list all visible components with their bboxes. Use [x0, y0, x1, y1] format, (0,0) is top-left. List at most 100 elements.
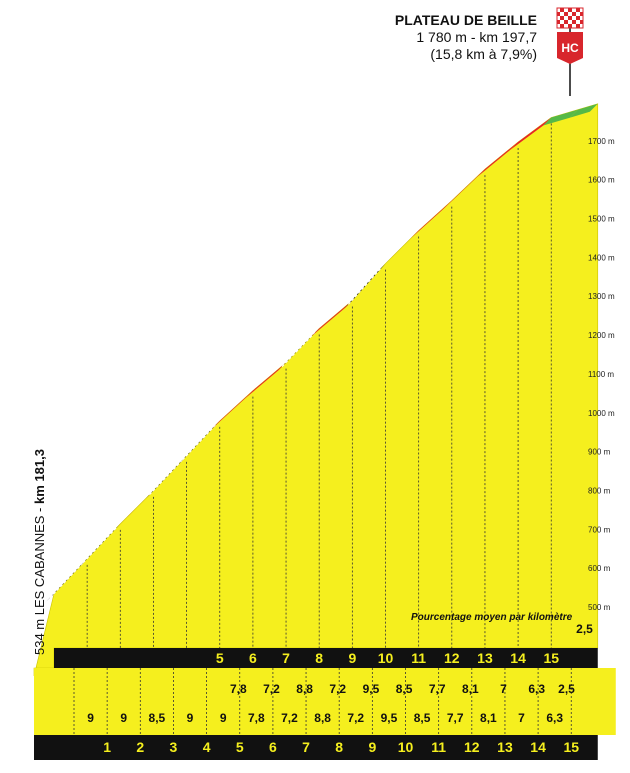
category-label: HC [561, 41, 579, 55]
gradient-ribbon [46, 103, 598, 602]
grade-label-upper: 7,7 [429, 682, 446, 696]
altitude-tick-label: 1000 m [588, 409, 615, 418]
grade-label-upper: 7 [500, 682, 507, 696]
grade-label-upper: 7,8 [230, 682, 247, 696]
grade-label-upper: 2,5 [558, 682, 575, 696]
grade-segment [543, 109, 578, 126]
altitude-tick-label: 1300 m [588, 292, 615, 301]
grade-segment-dash [49, 562, 84, 599]
summit-climb-stats: (15,8 km à 7,9%) [430, 46, 537, 62]
altitude-tick-labels: 500 m 600 m 700 m 800 m 900 m 1000 m 1100 m 120… [588, 137, 615, 612]
grade-label: 9 [120, 711, 127, 725]
km-tick-label: 11 [431, 739, 446, 755]
altitude-tick-label: 1400 m [588, 253, 615, 262]
altitude-tick-label: 1500 m [588, 215, 615, 224]
grade-label: 6,3 [546, 711, 563, 725]
grade-label: 9,5 [381, 711, 398, 725]
grade-label: 8,5 [414, 711, 431, 725]
km-tick-labels: 1 2 3 4 5 6 7 8 9 10 11 12 13 14 155 6 7 8 9 10 11 12 13 14 15 [103, 650, 579, 755]
km-tick-label: 14 [530, 739, 546, 755]
km-band-top [54, 648, 598, 668]
km-tick-label-upper: 15 [543, 650, 559, 666]
km-tick-label-upper: 6 [249, 650, 257, 666]
grade-segment-dash [149, 459, 183, 496]
axis-bands [34, 648, 598, 760]
grade-segment [311, 300, 353, 337]
grade-label: 8,5 [149, 711, 166, 725]
grade-label: 9 [87, 711, 94, 725]
start-label: 534 m LES CABANNES - km 181,3 [32, 449, 47, 655]
summit-detail: 1 780 m - km 197,7 [416, 29, 537, 45]
grade-label: 8,1 [480, 711, 497, 725]
km-tick-label-upper: 14 [510, 650, 526, 666]
km-tick-label: 10 [398, 739, 414, 755]
km-tick-label: 6 [269, 739, 277, 755]
altitude-tick-label: 700 m [588, 525, 611, 534]
km-tick-label: 2 [136, 739, 144, 755]
grade-label-upper: 8,1 [462, 682, 479, 696]
km-tick-label: 4 [203, 739, 211, 755]
km-tick-label-upper: 8 [315, 650, 323, 666]
summit-name: PLATEAU DE BEILLE [395, 12, 537, 28]
grade-legend: Pourcentage moyen par kilomètre [411, 612, 573, 623]
altitude-tick-label: 600 m [588, 564, 611, 573]
km-tick-label: 1 [103, 739, 111, 755]
km-axis-band [34, 735, 598, 760]
km-tick-label-upper: 5 [216, 650, 224, 666]
km-tick-label: 3 [170, 739, 178, 755]
altitude-tick-label: 500 m [588, 603, 611, 612]
grade-segment [377, 230, 419, 272]
grade-segment [46, 558, 88, 602]
grade-label: 7 [518, 711, 525, 725]
profile-fill [33, 103, 599, 677]
altitude-tick-label: 1100 m [588, 370, 614, 379]
grade-segment [410, 200, 452, 239]
grade-segment-dash [182, 424, 217, 461]
grade-segment [510, 117, 552, 150]
summit-cap [569, 103, 598, 118]
km-tick-label-upper: 11 [411, 650, 426, 666]
grade-label: 7,7 [447, 711, 464, 725]
grade-label-upper: 8,5 [396, 682, 413, 696]
grade-segment [443, 169, 485, 209]
km-tick-label-upper: 13 [477, 650, 493, 666]
km-tick-label-upper: 10 [378, 650, 394, 666]
grade-label-upper: 7,2 [263, 682, 280, 696]
grade-segment [79, 523, 121, 567]
km-tick-label: 8 [335, 739, 343, 755]
grade-label: 2,5 [576, 622, 593, 636]
altitude-tick-label: 900 m [588, 448, 611, 457]
km-tick-label-upper: 12 [444, 650, 460, 666]
grade-label: 9 [220, 711, 227, 725]
start-km: km 181,3 [32, 449, 47, 504]
grade-segment [476, 141, 519, 178]
altitude-tick-label: 1700 m [588, 137, 615, 146]
grade-label-upper: 6,3 [528, 682, 545, 696]
grade-label: 7,2 [347, 711, 364, 725]
km-tick-label: 12 [464, 739, 480, 755]
profile-area [33, 103, 616, 735]
km-dashed-gridlines [73, 123, 572, 735]
grade-label: 8,8 [314, 711, 331, 725]
km-tick-label-upper: 9 [348, 650, 356, 666]
grade-label-upper: 7,2 [329, 682, 346, 696]
grade-segment [244, 362, 287, 399]
grade-label: 9 [187, 711, 194, 725]
km-tick-label: 9 [368, 739, 376, 755]
profile-base-fill [34, 668, 616, 735]
grade-labels: 9 9 8,5 9 9 7,8 7,2 8,8 7,2 9,5 8,5 7,7 8,1 7 6,3 2,5 7,… [87, 622, 593, 725]
category-badge: HC [557, 32, 583, 64]
grade-segment-dash [347, 267, 382, 305]
grade-segment [178, 420, 220, 464]
km-tick-label-upper: 7 [282, 650, 290, 666]
grade-label: 7,2 [281, 711, 298, 725]
grade-label: 7,8 [248, 711, 265, 725]
altitude-tick-label: 1200 m [588, 331, 615, 340]
grade-segment-dash [281, 332, 316, 367]
km-tick-label: 7 [302, 739, 310, 755]
grade-label-upper: 9,5 [363, 682, 380, 696]
km-tick-label: 15 [563, 739, 579, 755]
grade-label-upper: 8,8 [296, 682, 313, 696]
km-tick-label: 5 [236, 739, 244, 755]
